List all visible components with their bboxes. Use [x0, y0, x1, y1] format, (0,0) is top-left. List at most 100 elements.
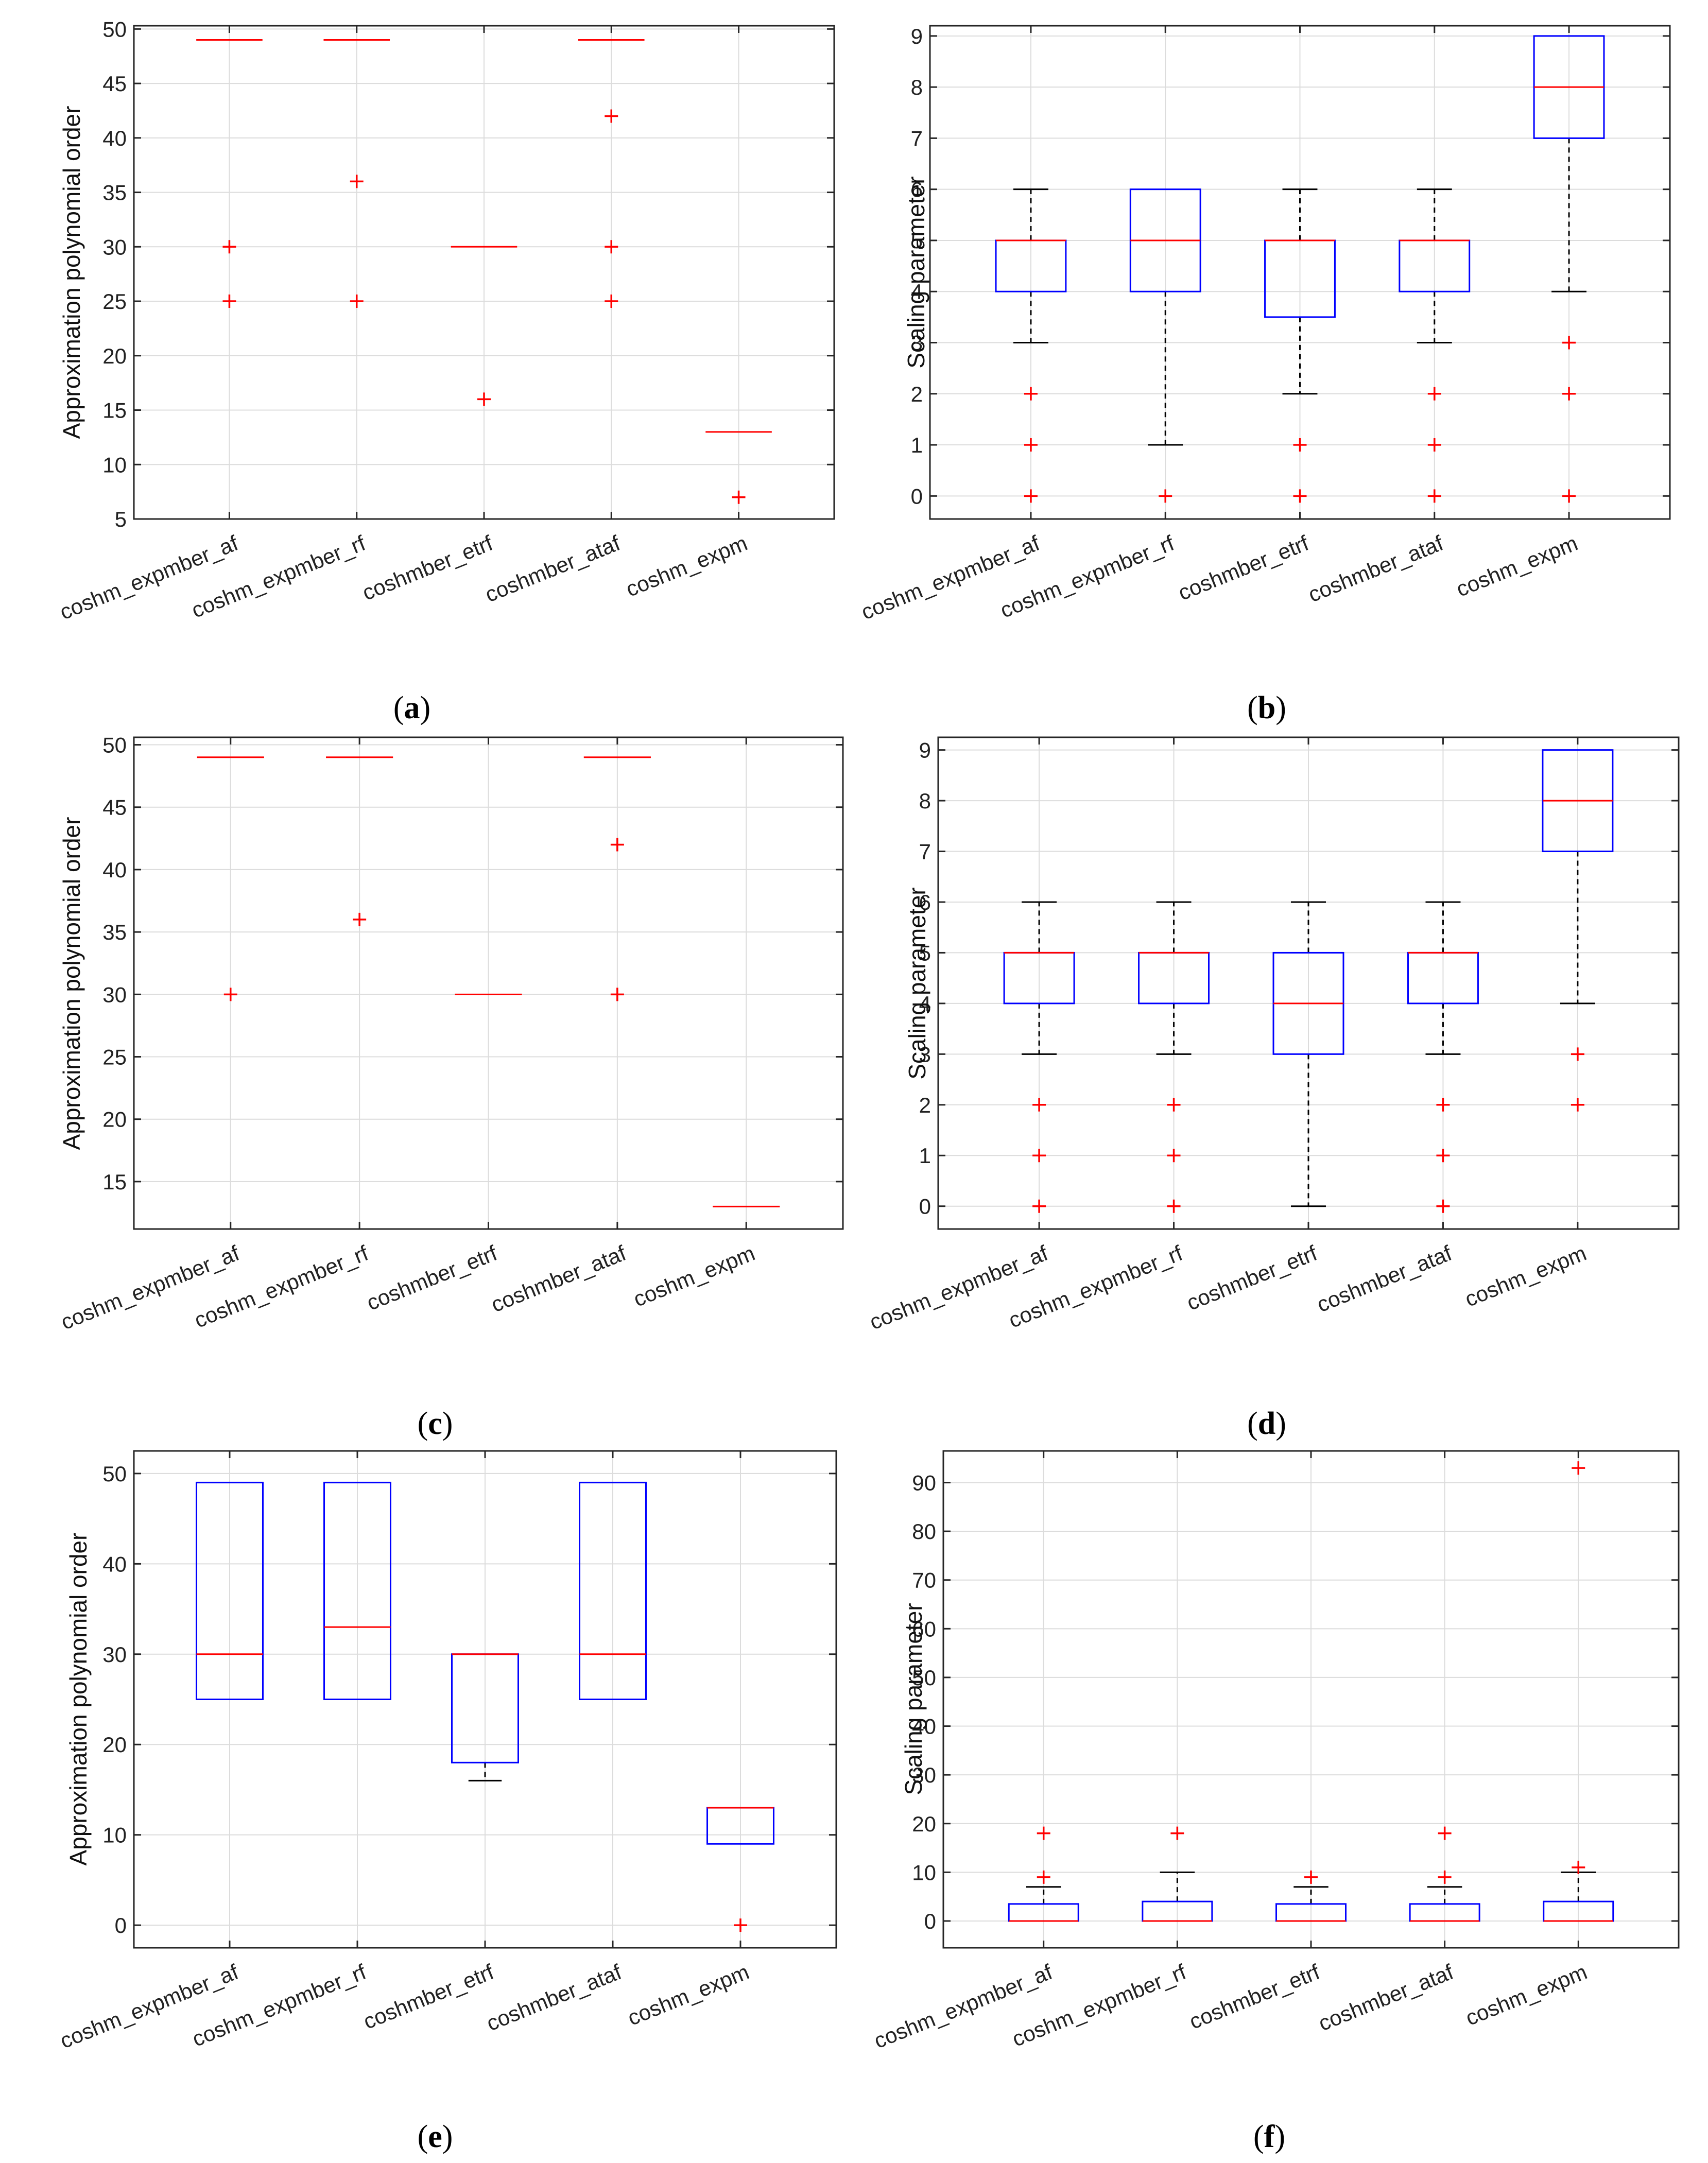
outlier-marker [1032, 1199, 1046, 1213]
outlier-marker [605, 240, 618, 254]
boxplot-e-1 [196, 1481, 264, 1701]
boxplot-a-4 [578, 39, 645, 308]
outlier-marker [610, 838, 624, 852]
marks-f [1008, 1461, 1614, 1922]
boxplot-a-1 [196, 39, 263, 308]
y-tick-label: 10 [102, 453, 127, 477]
y-tick-label: 0 [115, 1913, 127, 1937]
y-tick-label: 6 [911, 178, 923, 202]
box-iqr [196, 1481, 264, 1701]
outlier-marker [1037, 1870, 1050, 1884]
boxplot-b-2 [1129, 188, 1201, 503]
boxplot-c-2 [326, 756, 393, 926]
y-axis-title-e: Approximation polynomial order [65, 1533, 92, 1866]
outlier-marker [1167, 1149, 1181, 1163]
outlier-marker [1438, 1870, 1452, 1884]
grid-e [134, 1451, 836, 1948]
y-tick-label: 1 [919, 1144, 931, 1168]
marks-b [995, 35, 1605, 503]
panel-label-a: (a) [393, 690, 430, 725]
y-tick-label: 20 [102, 1733, 127, 1757]
y-tick-label: 15 [102, 399, 127, 423]
outlier-marker [1037, 1826, 1050, 1840]
y-tick-label: 7 [911, 126, 923, 150]
outlier-marker [1438, 1826, 1452, 1840]
y-tick-label: 5 [919, 941, 931, 965]
y-tick-label: 35 [102, 181, 127, 205]
y-ticks-e: 0 10 20 30 40 50 [102, 1462, 836, 1937]
boxplot-b-4 [1399, 188, 1471, 503]
outlier-marker [1562, 489, 1576, 503]
y-tick-label: 60 [912, 1617, 936, 1641]
boxplot-e-4 [579, 1481, 647, 1701]
outlier-marker [1159, 489, 1172, 503]
outlier-marker [1436, 1098, 1450, 1112]
y-tick-label: 4 [919, 992, 931, 1016]
y-tick-label: 9 [911, 24, 923, 48]
panel-label-e: (e) [418, 2119, 453, 2154]
y-tick-label: 1 [911, 433, 923, 457]
outlier-marker [1572, 1860, 1585, 1874]
y-tick-label: 8 [919, 789, 931, 813]
y-ticks-a: 5 10 15 20 25 30 35 40 45 50 [102, 17, 834, 531]
boxplot-d-5 [1542, 749, 1614, 1112]
outlier-marker [1293, 438, 1307, 452]
outlier-marker [605, 109, 618, 123]
y-axis-title-d: Scaling parameter [904, 887, 930, 1079]
outlier-marker [1436, 1149, 1450, 1163]
boxplot-e-3 [451, 1653, 519, 1781]
outlier-marker [477, 392, 491, 406]
boxplot-f-2 [1142, 1826, 1213, 1922]
outlier-marker [1571, 1098, 1584, 1112]
outlier-marker [1167, 1098, 1181, 1112]
boxplot-f-3 [1275, 1870, 1347, 1922]
marks-e [196, 1481, 774, 1932]
boxplot-d-3 [1272, 901, 1344, 1207]
boxplot-c-1 [197, 756, 264, 1001]
y-tick-label: 50 [102, 1462, 127, 1486]
outlier-marker [1562, 336, 1576, 350]
y-tick-label: 40 [102, 858, 127, 882]
y-tick-label: 20 [912, 1812, 936, 1836]
boxplot-d-2 [1138, 901, 1210, 1213]
boxplot-b-5 [1533, 35, 1605, 503]
panel-label-c: (c) [418, 1406, 453, 1441]
y-axis-title-c: Approximation polynomial order [58, 817, 85, 1150]
outlier-marker [1304, 1870, 1318, 1884]
y-tick-label: 90 [912, 1470, 936, 1495]
outlier-marker [732, 490, 746, 504]
y-tick-label: 40 [912, 1715, 936, 1739]
outlier-marker [223, 988, 237, 1001]
outlier-marker [1170, 1826, 1184, 1840]
grid-a [134, 26, 834, 520]
outlier-marker [734, 1918, 747, 1932]
y-axis-title-f: Scaling parameter [900, 1603, 927, 1795]
outlier-marker [1436, 1199, 1450, 1213]
y-axis-title-b: Scaling parameter [903, 176, 929, 368]
y-tick-label: 25 [102, 1045, 127, 1069]
y-tick-label: 30 [102, 1642, 127, 1667]
outlier-marker [605, 295, 618, 308]
y-tick-label: 6 [919, 890, 931, 914]
y-tick-label: 45 [102, 72, 127, 96]
y-ticks-f: 0 10 20 30 40 50 60 70 80 90 [912, 1470, 1679, 1933]
y-tick-label: 35 [102, 920, 127, 944]
y-ticks-c: 15 20 25 30 35 40 45 50 [102, 733, 843, 1194]
y-tick-label: 10 [912, 1860, 936, 1884]
y-tick-label: 70 [912, 1568, 936, 1593]
boxplot-f-4 [1409, 1826, 1480, 1922]
boxplot-c-4 [583, 756, 651, 1001]
y-tick-label: 3 [919, 1042, 931, 1066]
outlier-marker [353, 912, 367, 926]
outlier-marker [1572, 1461, 1585, 1475]
outlier-marker [350, 295, 364, 308]
y-tick-label: 50 [912, 1666, 936, 1690]
y-tick-label: 2 [911, 382, 923, 406]
boxplot-e-2 [323, 1481, 391, 1701]
y-tick-label: 7 [919, 840, 931, 864]
y-ticks-b: 0 1 2 3 4 5 6 7 8 9 [911, 24, 1670, 508]
y-tick-label: 0 [911, 484, 923, 508]
outlier-marker [1427, 387, 1441, 401]
